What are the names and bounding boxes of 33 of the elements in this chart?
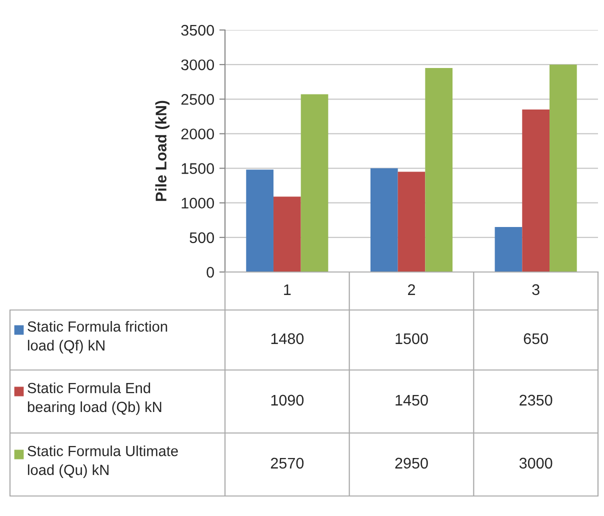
data-label: 2950 [395, 458, 428, 469]
data-label: 3000 [519, 458, 552, 469]
data-label: 650 [524, 333, 548, 344]
x-tick-label: 3 [532, 284, 540, 296]
data-label: 1480 [271, 333, 304, 344]
legend-label: Static Formula friction load (Qf) kN [28, 321, 168, 354]
legend-label: Static Formula Ultimate load (Qu) kN [28, 446, 178, 478]
data-label: 1450 [396, 394, 428, 406]
y-tick-label: 500 [190, 232, 214, 244]
data-label: 2350 [520, 394, 552, 406]
bar [300, 94, 328, 272]
bar [494, 227, 522, 272]
y-tick-label: 3500 [181, 24, 214, 36]
y-tick-label: 1500 [182, 163, 214, 174]
bar [522, 110, 550, 272]
bar [398, 172, 426, 272]
y-tick-label: 0 [206, 266, 214, 278]
bar [425, 68, 453, 272]
data-label: 1500 [396, 333, 428, 344]
x-tick-label: 1 [284, 284, 291, 295]
y-tick-label: 2500 [181, 94, 214, 105]
x-tick-label: 2 [408, 284, 415, 295]
bar [246, 170, 274, 272]
y-tick-label: 1000 [182, 198, 214, 209]
bar [273, 196, 301, 272]
bar [550, 64, 577, 272]
data-label: 2570 [270, 458, 304, 469]
legend-label: Static Formula End bearing load (Qb) kN [28, 382, 162, 415]
data-label: 1090 [271, 394, 304, 406]
y-tick-label: 2000 [181, 128, 214, 140]
bar [370, 168, 398, 272]
y-tick-label: 3000 [181, 59, 214, 70]
y-axis-title: Pile Load (kN) [155, 100, 170, 201]
